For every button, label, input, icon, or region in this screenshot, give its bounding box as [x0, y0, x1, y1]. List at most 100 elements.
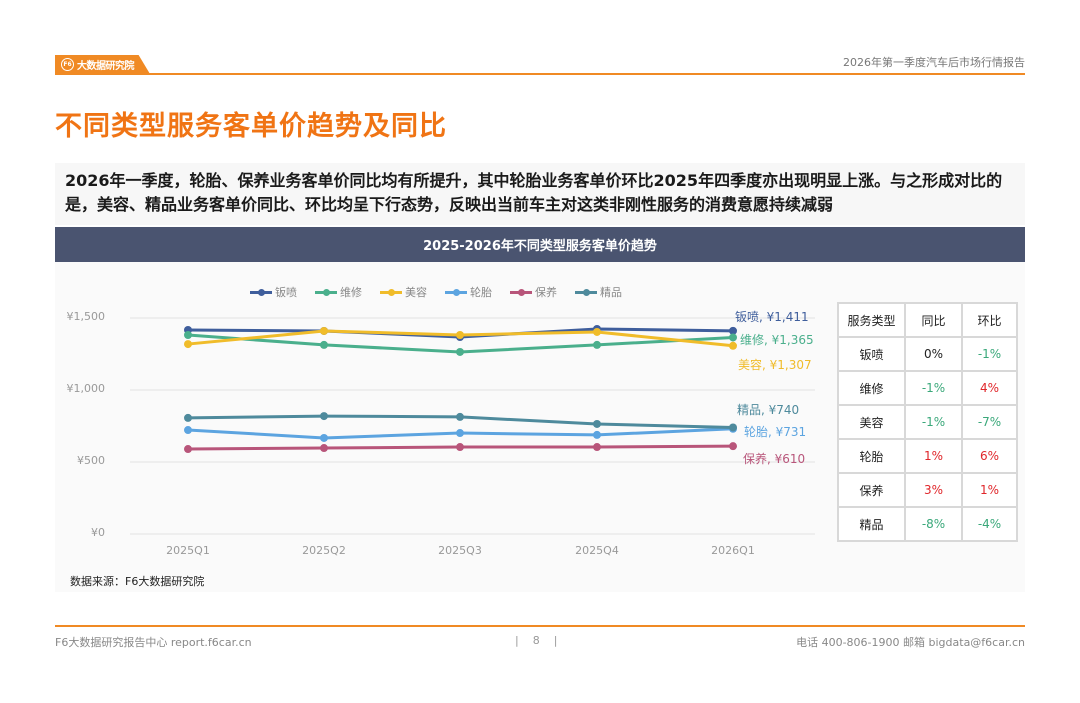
yoy-value: 3%	[904, 472, 963, 508]
yoy-value: -8%	[904, 506, 963, 542]
y-tick-label: ¥1,500	[66, 310, 106, 323]
qoq-value: -1%	[961, 336, 1018, 372]
table-header-row: 服务类型 同比 环比	[837, 302, 1018, 338]
service-type: 美容	[837, 404, 906, 440]
series-end-label: 钣喷, ¥1,411	[735, 310, 809, 324]
x-tick-label: 2025Q4	[575, 544, 619, 557]
f6-logo-icon: F6	[61, 58, 74, 71]
yoy-value: 1%	[904, 438, 963, 474]
series-end-label: 轮胎, ¥731	[744, 425, 807, 439]
qoq-value: 1%	[961, 472, 1018, 508]
service-type: 钣喷	[837, 336, 906, 372]
legend-item[interactable]: 精品	[575, 284, 622, 300]
table-row: 美容 -1% -7%	[837, 404, 1018, 440]
yoy-value: 0%	[904, 336, 963, 372]
service-type: 保养	[837, 472, 906, 508]
series-end-label: 精品, ¥740	[737, 403, 800, 417]
legend-label: 美容	[405, 286, 427, 299]
data-point[interactable]	[184, 340, 192, 349]
legend-item[interactable]: 保养	[510, 284, 557, 300]
data-point[interactable]	[320, 326, 328, 335]
qoq-value: 6%	[961, 438, 1018, 474]
chart-header: 2025-2026年不同类型服务客单价趋势	[55, 227, 1025, 262]
data-point[interactable]	[593, 430, 601, 439]
legend-label: 维修	[340, 286, 362, 299]
table-row: 维修 -1% 4%	[837, 370, 1018, 406]
data-point[interactable]	[729, 423, 737, 432]
data-point[interactable]	[456, 429, 464, 438]
legend-item[interactable]: 美容	[380, 284, 427, 300]
qoq-value: -7%	[961, 404, 1018, 440]
yoy-qoq-table: 服务类型 同比 环比 钣喷 0% -1% 维修 -1% 4% 美容 -1% -7% 轮胎 1% 6% 保…	[837, 302, 1018, 542]
y-tick-label: ¥0	[91, 526, 105, 539]
header-type: 服务类型	[837, 302, 906, 338]
report-title: 2026年第一季度汽车后市场行情报告	[843, 56, 1025, 69]
legend-swatch-icon	[315, 288, 337, 296]
x-tick-label: 2025Q1	[166, 544, 210, 557]
legend-item[interactable]: 维修	[315, 284, 362, 300]
footer-website: F6大数据研究报告中心 report.f6car.cn	[55, 636, 252, 649]
data-point[interactable]	[729, 442, 737, 451]
table-row: 保养 3% 1%	[837, 472, 1018, 508]
service-type: 精品	[837, 506, 906, 542]
page-number: | 8 |	[515, 634, 558, 647]
data-point[interactable]	[184, 330, 192, 339]
data-point[interactable]	[320, 412, 328, 421]
yoy-value: -1%	[904, 404, 963, 440]
data-point[interactable]	[184, 413, 192, 422]
table-row: 精品 -8% -4%	[837, 506, 1018, 542]
data-point[interactable]	[593, 443, 601, 452]
data-point[interactable]	[729, 326, 737, 335]
legend-swatch-icon	[575, 288, 597, 296]
series-end-label: 保养, ¥610	[743, 452, 806, 466]
service-type: 轮胎	[837, 438, 906, 474]
x-tick-label: 2025Q2	[302, 544, 346, 557]
summary-text: 2026年一季度，轮胎、保养业务客单价同比均有所提升，其中轮胎业务客单价环比20…	[55, 163, 1025, 225]
data-point[interactable]	[593, 327, 601, 336]
brand-name: 大数据研究院	[77, 61, 135, 72]
header-qoq: 环比	[961, 302, 1018, 338]
legend-swatch-icon	[380, 288, 402, 296]
legend-item[interactable]: 钣喷	[250, 284, 297, 300]
line-chart	[130, 317, 815, 535]
series-end-label: 美容, ¥1,307	[738, 358, 812, 372]
footer-contact: 电话 400-806-1900 邮箱 bigdata@f6car.cn	[796, 636, 1025, 649]
data-point[interactable]	[593, 340, 601, 349]
y-tick-label: ¥500	[77, 454, 105, 467]
legend-item[interactable]: 轮胎	[445, 284, 492, 300]
data-point[interactable]	[729, 333, 737, 342]
chart-area: 钣喷 维修 美容 轮胎 保养 精品 ¥0 ¥500 ¥1,000 ¥1,500 2025Q1 20…	[55, 262, 1025, 592]
yoy-value: -1%	[904, 370, 963, 406]
table-row: 轮胎 1% 6%	[837, 438, 1018, 474]
header-divider	[55, 73, 1025, 75]
data-point[interactable]	[320, 444, 328, 453]
data-point[interactable]	[456, 330, 464, 339]
header-yoy: 同比	[904, 302, 963, 338]
data-point[interactable]	[593, 419, 601, 428]
legend-label: 保养	[535, 286, 557, 299]
y-tick-label: ¥1,000	[66, 382, 106, 395]
table-row: 钣喷 0% -1%	[837, 336, 1018, 372]
data-point[interactable]	[320, 340, 328, 349]
data-point[interactable]	[456, 443, 464, 452]
series-end-label: 维修, ¥1,365	[740, 333, 814, 347]
data-point[interactable]	[456, 347, 464, 356]
legend-label: 精品	[600, 286, 622, 299]
legend-label: 钣喷	[275, 286, 297, 299]
service-type: 维修	[837, 370, 906, 406]
data-point[interactable]	[184, 426, 192, 435]
data-point[interactable]	[729, 341, 737, 350]
data-point[interactable]	[184, 445, 192, 454]
data-point[interactable]	[320, 433, 328, 442]
data-point[interactable]	[456, 412, 464, 421]
brand-tab: F6 大数据研究院	[55, 55, 150, 74]
legend-swatch-icon	[510, 288, 532, 296]
footer-divider	[55, 625, 1025, 627]
legend-label: 轮胎	[470, 286, 492, 299]
qoq-value: 4%	[961, 370, 1018, 406]
legend-swatch-icon	[250, 288, 272, 296]
x-tick-label: 2026Q1	[711, 544, 755, 557]
x-tick-label: 2025Q3	[438, 544, 482, 557]
chart-legend: 钣喷 维修 美容 轮胎 保养 精品	[250, 284, 622, 300]
legend-swatch-icon	[445, 288, 467, 296]
